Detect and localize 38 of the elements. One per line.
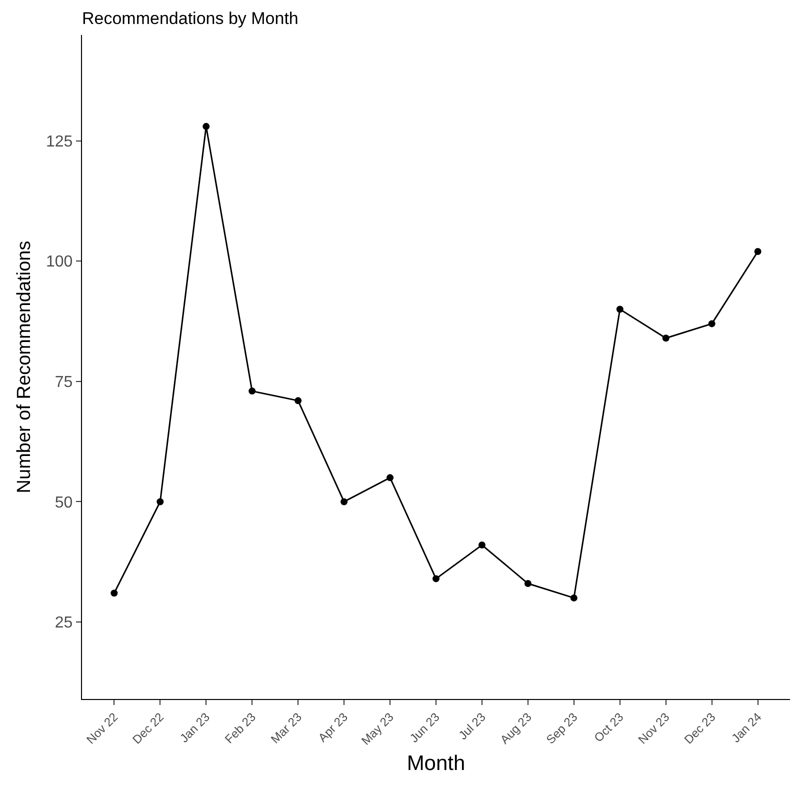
chart-title: Recommendations by Month	[82, 9, 298, 28]
y-tick-label: 75	[54, 374, 73, 392]
point	[754, 248, 762, 256]
point	[708, 320, 716, 328]
x-tick-label: Jul 23	[456, 710, 489, 743]
y-axis-title: Number of Recommendations	[14, 240, 35, 494]
point	[294, 397, 302, 404]
point	[202, 122, 210, 130]
x-tick-label: Jun 23	[406, 710, 443, 746]
x-tick-label: Sep 23	[543, 710, 581, 747]
point	[110, 590, 118, 597]
point	[340, 498, 348, 506]
x-tick-label: Apr 23	[316, 710, 351, 745]
x-tick-label: Jan 24	[728, 710, 764, 746]
point	[662, 334, 670, 342]
point	[432, 575, 440, 582]
y-tick-label: 25	[54, 614, 73, 632]
x-axis-title: Month	[406, 752, 466, 775]
x-tick-label: May 23	[358, 710, 397, 748]
point	[478, 542, 486, 549]
y-tick-label: 50	[54, 494, 73, 512]
point	[524, 580, 532, 588]
x-tick-label: Mar 23	[268, 710, 305, 746]
point	[156, 498, 164, 506]
point	[570, 594, 578, 602]
point	[616, 306, 624, 313]
y-tick-label: 125	[46, 133, 73, 150]
x-tick-label: Dec 23	[681, 710, 718, 747]
y-tick-label: 100	[46, 254, 73, 271]
point	[386, 474, 394, 482]
x-tick-label: Feb 23	[222, 710, 259, 746]
x-tick-label: Dec 22	[130, 710, 167, 747]
point	[248, 388, 256, 395]
x-tick-label: Oct 23	[591, 710, 626, 745]
x-tick-label: Nov 23	[635, 710, 672, 747]
x-tick-label: Nov 22	[84, 710, 121, 747]
x-tick-label: Jan 23	[177, 710, 213, 746]
x-tick-label: Aug 23	[498, 710, 535, 747]
